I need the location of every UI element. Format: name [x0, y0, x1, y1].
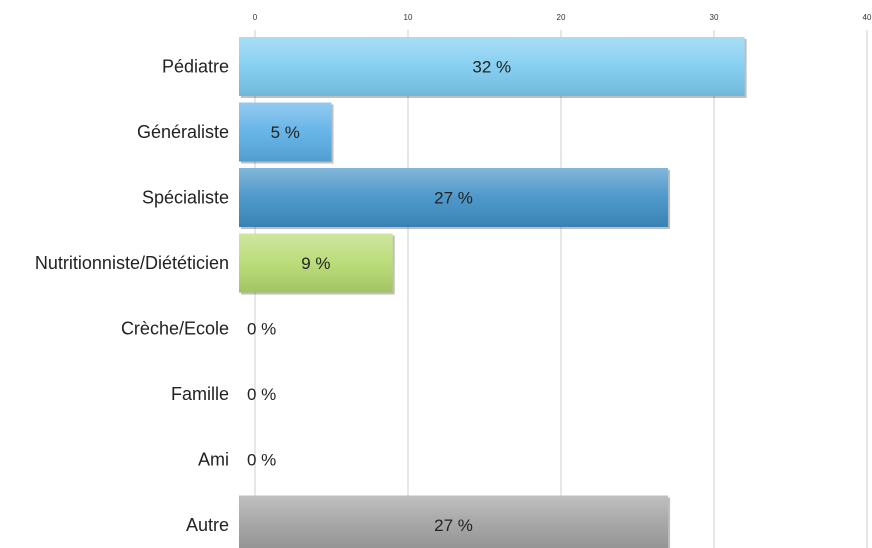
bar-gloss	[239, 495, 669, 548]
data-label: 0 %	[247, 451, 276, 470]
category-label: Spécialiste	[142, 188, 229, 208]
bar-gloss	[239, 102, 332, 162]
category-label: Ami	[198, 450, 229, 470]
data-label: 9 %	[301, 254, 330, 273]
category-label: Autre	[186, 515, 229, 535]
x-tick-label: 30	[710, 13, 719, 22]
bar-gloss	[239, 37, 745, 96]
category-label: Généraliste	[137, 122, 229, 142]
data-label: 27 %	[434, 189, 473, 208]
bars	[239, 37, 747, 548]
x-tick-label: 20	[557, 13, 566, 22]
bar-gloss	[239, 168, 669, 227]
data-label: 5 %	[271, 123, 300, 142]
category-labels: Pédiatre Généraliste Spécialiste Nutritionn…	[35, 57, 229, 536]
x-tick-label: 10	[404, 13, 413, 22]
x-tick-label: 0	[253, 13, 258, 22]
category-label: Nutritionniste/Diététicien	[35, 253, 229, 273]
data-label: 32 %	[472, 58, 511, 77]
data-label: 27 %	[434, 516, 473, 535]
x-axis-ticks: 0 10 20 30 40	[253, 13, 872, 22]
category-label: Crèche/Ecole	[121, 319, 229, 339]
data-labels: 32 % 5 % 27 % 9 % 0 % 0 % 0 % 27 %	[247, 58, 511, 536]
data-label: 0 %	[247, 320, 276, 339]
data-label: 0 %	[247, 385, 276, 404]
bar-gloss	[239, 233, 393, 293]
gridlines	[254, 30, 868, 548]
x-tick-label: 40	[863, 13, 872, 22]
category-label: Famille	[171, 384, 229, 404]
category-label: Pédiatre	[162, 57, 229, 77]
